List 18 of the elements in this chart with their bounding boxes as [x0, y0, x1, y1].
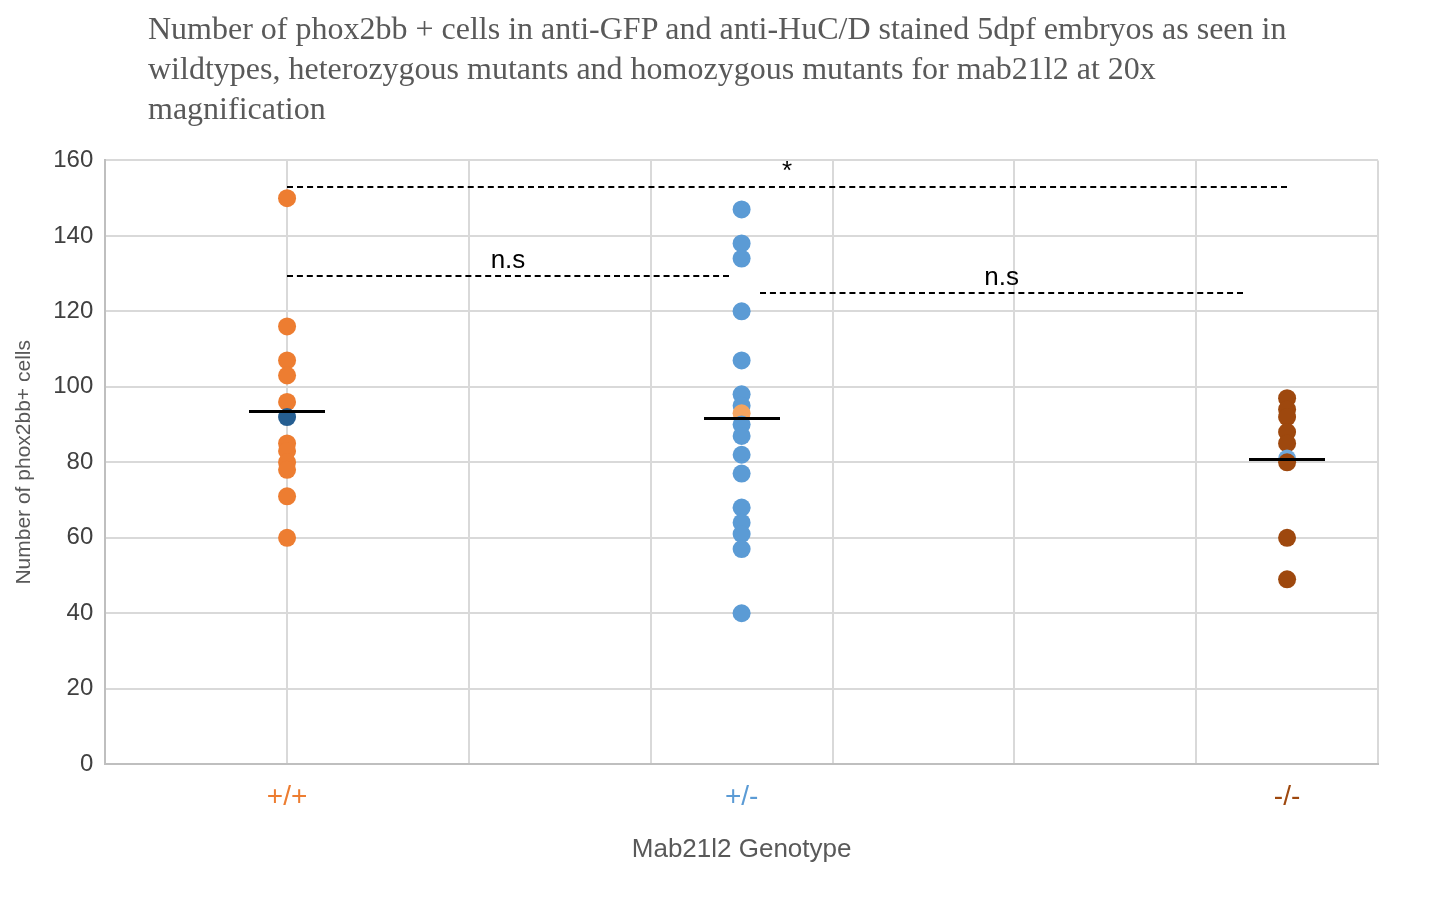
- y-tick-label: 140: [53, 220, 94, 248]
- y-tick-label: 120: [53, 295, 94, 323]
- chart-title: Number of phox2bb + cells in anti-GFP and anti-HuC/D stained 5dpf embryos as seen in wildtypes, heterozygous mutants and homozygous mutants for mab21l2 at 20x magnification: [147, 9, 1288, 128]
- x-tick-label: +/-: [724, 779, 759, 811]
- annotation: *: [781, 155, 794, 186]
- x-tick-label: +/+: [266, 779, 308, 811]
- y-tick-label: 100: [53, 371, 94, 399]
- y-tick-label: 40: [66, 597, 94, 625]
- x-axis-title: Mab21l2 Genotype: [631, 832, 852, 863]
- x-tick-label: -/-: [1273, 779, 1301, 811]
- annotation: n.s: [983, 261, 1020, 292]
- y-tick-label: 80: [66, 446, 94, 474]
- y-tick-label: 60: [66, 522, 94, 550]
- y-tick-label: 160: [53, 145, 94, 173]
- annotation: n.s: [489, 244, 527, 275]
- y-tick-label: 0: [79, 748, 94, 776]
- y-axis-title: Number of phox2bb+ cells: [11, 340, 35, 585]
- y-tick-label: 20: [66, 673, 94, 701]
